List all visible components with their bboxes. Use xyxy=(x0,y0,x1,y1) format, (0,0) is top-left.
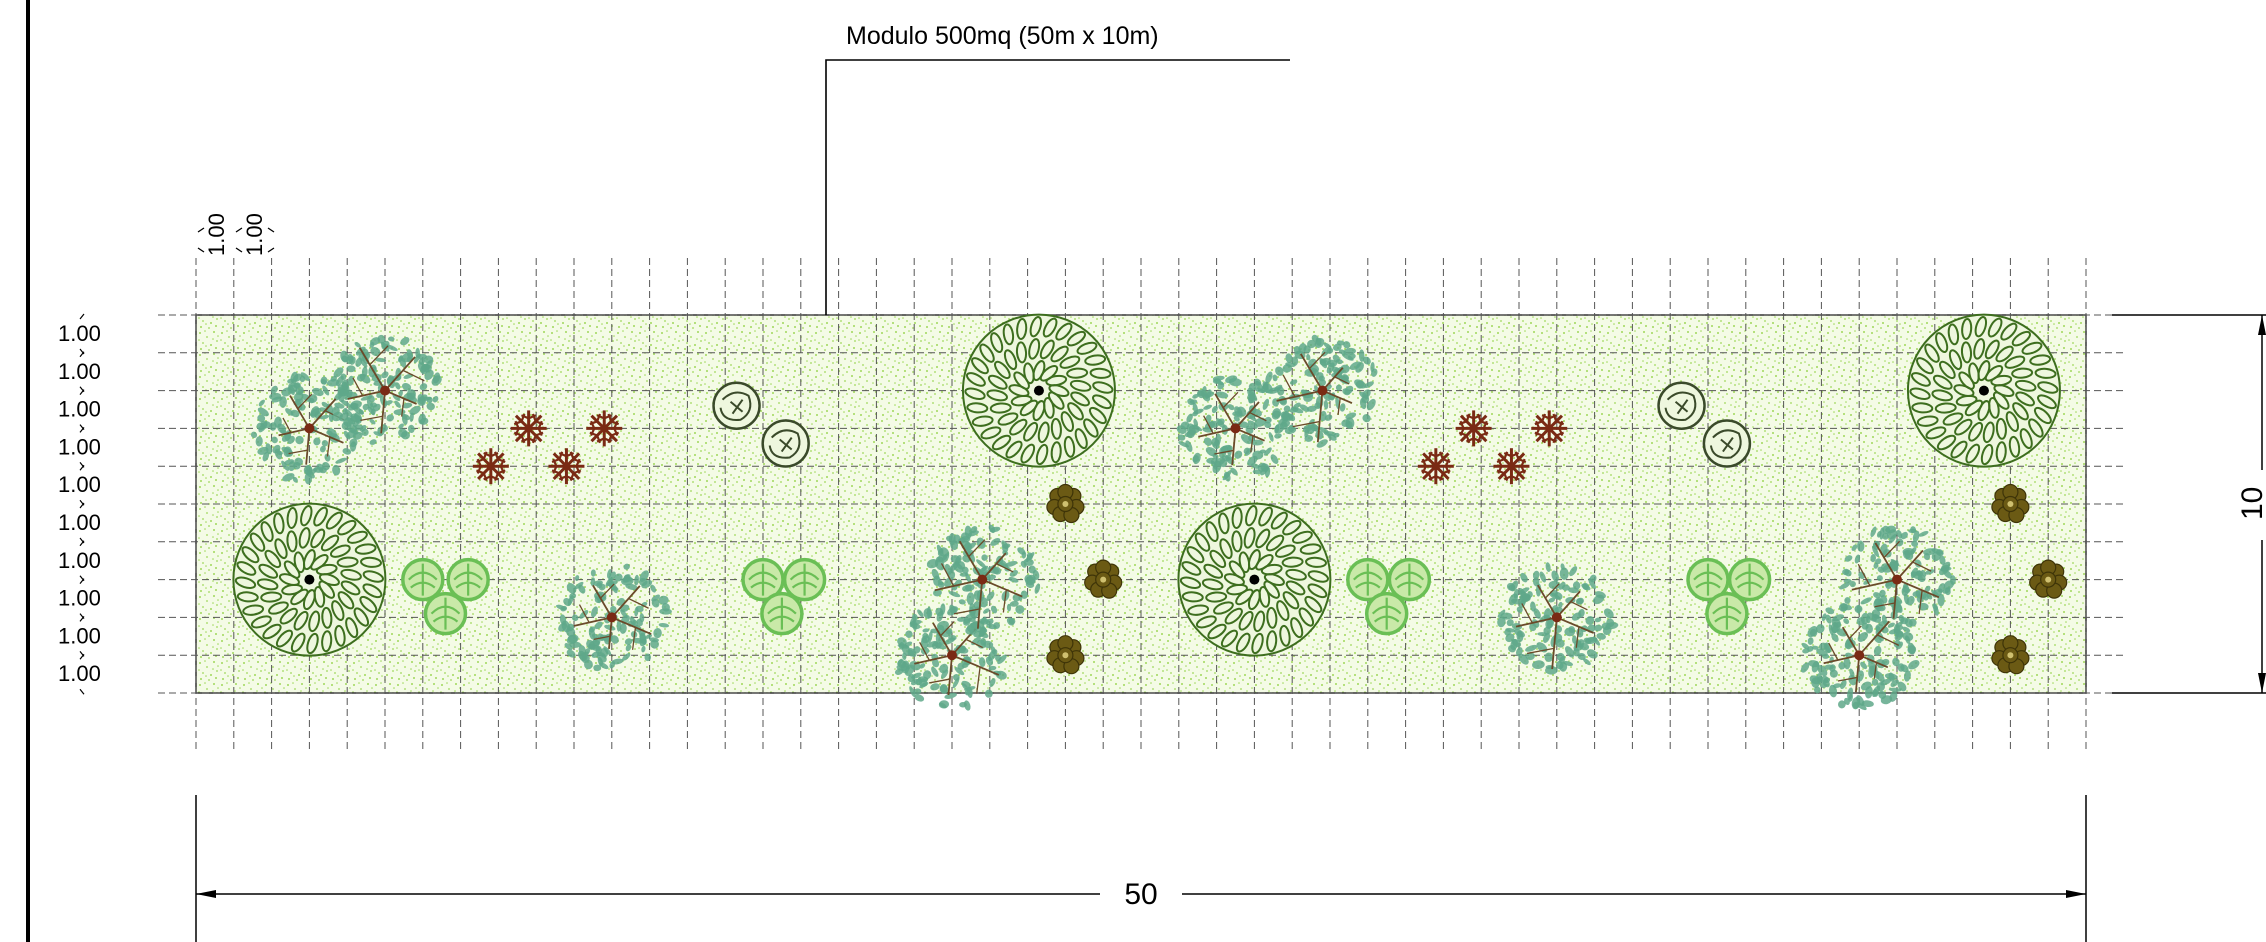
teal-tree-symbol xyxy=(330,334,442,445)
row-label: 1.00 xyxy=(58,397,101,422)
column-label: 1.00 xyxy=(242,213,267,256)
row-label: 1.00 xyxy=(58,623,101,648)
width-dimension: 50 xyxy=(195,795,2087,942)
teal-tree-symbol xyxy=(1176,375,1297,482)
row-label: 1.00 xyxy=(58,321,101,346)
row-label: 1.00 xyxy=(58,548,101,573)
outline-shrub-symbol xyxy=(1657,381,1706,430)
red-perennial-symbol xyxy=(1493,448,1530,485)
module-title: Modulo 500mq (50m x 10m) xyxy=(846,22,1159,50)
red-perennial-symbol xyxy=(548,448,585,485)
title-leader-line xyxy=(825,59,1290,315)
round-shrub-symbol xyxy=(401,557,445,602)
canopy-tree-symbol xyxy=(961,313,1116,468)
round-shrub-symbol xyxy=(423,591,468,636)
teal-tree-symbol xyxy=(1263,334,1378,448)
round-shrub-symbol xyxy=(760,591,804,636)
red-perennial-symbol xyxy=(586,410,623,447)
row-label: 1.00 xyxy=(58,510,101,535)
row-label: 1.00 xyxy=(58,586,101,611)
red-perennial-symbol xyxy=(472,448,509,485)
plant-symbols xyxy=(232,313,2068,711)
flowering-shrub-symbol xyxy=(1991,635,2030,675)
teal-tree-symbol xyxy=(250,371,369,485)
canopy-tree-symbol xyxy=(1177,502,1332,657)
outline-shrub-symbol xyxy=(712,381,761,430)
row-label: 1.00 xyxy=(58,359,101,384)
canopy-tree-symbol xyxy=(232,502,387,657)
row-label: 1.00 xyxy=(58,661,101,686)
round-shrub-symbol xyxy=(446,557,490,602)
row-label: 1.00 xyxy=(58,472,101,497)
flowering-shrub-symbol xyxy=(1084,559,1123,599)
width-label: 50 xyxy=(1124,878,1157,911)
round-shrub-symbol xyxy=(782,557,827,602)
height-dimension: 10 xyxy=(2112,314,2266,694)
red-perennial-symbol xyxy=(1455,410,1492,447)
flowering-shrub-symbol xyxy=(1046,635,1085,675)
teal-tree-symbol xyxy=(1497,562,1619,675)
round-shrub-symbol xyxy=(1364,591,1409,636)
teal-tree-symbol xyxy=(926,524,1041,638)
teal-tree-symbol xyxy=(555,563,672,672)
teal-tree-symbol xyxy=(1839,525,1956,635)
red-perennial-symbol xyxy=(1417,448,1454,485)
round-shrub-symbol xyxy=(1387,557,1432,602)
outline-shrub-symbol xyxy=(1702,419,1752,468)
column-label: 1.00 xyxy=(204,213,229,256)
row-dimension-labels: 1.00 1.00 1.00 1.00 1.00 1.00 1.00 1.00 1.00 1.00 xyxy=(58,313,101,695)
flowering-shrub-symbol xyxy=(2029,559,2068,599)
flowering-shrub-symbol xyxy=(1991,483,2030,524)
grid-lines xyxy=(158,258,2125,752)
red-perennial-symbol xyxy=(1531,410,1568,447)
flowering-shrub-symbol xyxy=(1046,483,1085,524)
round-shrub-symbol xyxy=(1727,557,1772,602)
round-shrub-symbol xyxy=(1705,591,1749,636)
outline-shrub-symbol xyxy=(761,419,810,468)
height-label: 10 xyxy=(2236,487,2266,520)
canopy-tree-symbol xyxy=(1906,313,2061,468)
row-label: 1.00 xyxy=(58,434,101,459)
red-perennial-symbol xyxy=(510,410,547,447)
column-dimension-labels: 1.00 1.00 xyxy=(197,213,275,256)
